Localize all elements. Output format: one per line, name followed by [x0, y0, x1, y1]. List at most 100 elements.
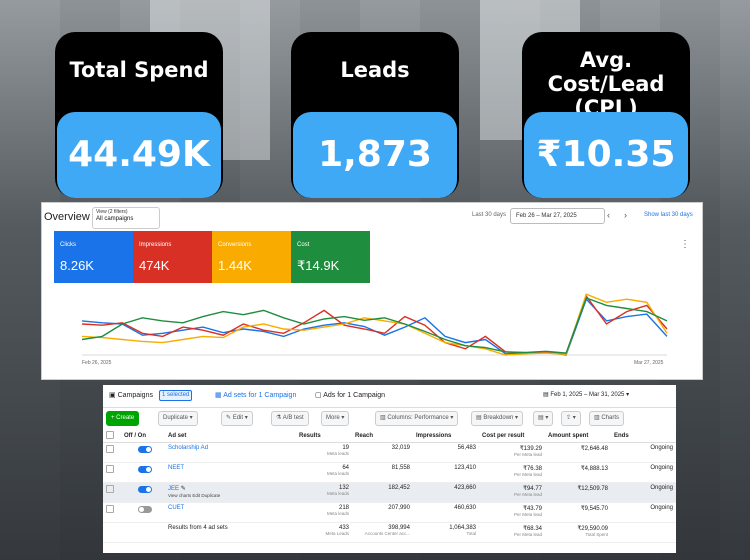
- metric-label: Conversions: [218, 242, 252, 248]
- metric-card-cost[interactable]: Cost ₹14.9K: [291, 231, 370, 283]
- cpr-sub: Per Meta lead: [513, 512, 542, 517]
- metric-card-clicks[interactable]: Clicks 8.26K: [54, 231, 133, 283]
- metric-card-conversions[interactable]: Conversions 1.44K: [212, 231, 291, 283]
- metric-label: Impressions: [139, 242, 172, 248]
- edit-button[interactable]: ✎ Edit ▾: [221, 411, 253, 426]
- total-spent-sub: Total Spent: [585, 532, 608, 537]
- reach-value: 32,019: [352, 442, 413, 463]
- total-reach-sub: Accounts Center acc...: [364, 531, 410, 536]
- adset-toggle[interactable]: [138, 486, 152, 493]
- cpr-value: ₹76.38: [523, 466, 542, 472]
- kpi-title: Leads: [340, 58, 410, 82]
- adset-name[interactable]: Scholarship Ad: [165, 442, 296, 463]
- spent-value: ₹4,888.13: [545, 462, 611, 483]
- tab-adsets[interactable]: ▦ Ad sets for 1 Campaign: [215, 392, 297, 399]
- metric-value: ₹14.9K: [297, 258, 340, 273]
- row-checkbox[interactable]: [106, 445, 114, 453]
- reach-value: 182,452: [352, 482, 413, 503]
- row-checkbox[interactable]: [106, 485, 114, 493]
- adset-name[interactable]: CUET: [165, 502, 296, 523]
- tab-campaigns[interactable]: ▣ Campaigns: [109, 392, 153, 399]
- adset-toggle[interactable]: [138, 506, 152, 513]
- create-button[interactable]: + Create: [106, 411, 140, 426]
- more-options-icon[interactable]: ⋮: [680, 239, 690, 250]
- col-results[interactable]: Results: [296, 430, 352, 443]
- spent-value: ₹9,545.70: [545, 502, 611, 523]
- table-row[interactable]: Scholarship Ad 19 Meta leads 32,019 56,48…: [103, 442, 676, 463]
- results-value: 19: [342, 445, 349, 451]
- select-all-checkbox[interactable]: [106, 431, 114, 439]
- date-range-select[interactable]: Feb 26 – Mar 27, 2025: [510, 208, 605, 224]
- kpi-leads: Leads 1,873: [291, 32, 459, 198]
- columns-button[interactable]: ▥ Columns: Performance ▾: [375, 411, 459, 426]
- next-period-icon[interactable]: ›: [624, 210, 627, 220]
- duplicate-button[interactable]: Duplicate ▾: [158, 411, 198, 426]
- reach-value: 207,990: [352, 502, 413, 523]
- prev-period-icon[interactable]: ‹: [607, 210, 610, 220]
- cpr-sub: Per Meta lead: [513, 472, 542, 477]
- metric-card-impressions[interactable]: Impressions 474K: [133, 231, 212, 283]
- adset-name[interactable]: NEET: [165, 462, 296, 483]
- row-actions[interactable]: View charts Edit Duplicate: [168, 493, 221, 498]
- x-axis-end-label: Mar 27, 2025: [634, 360, 664, 366]
- kpi-avg-cpl: Avg. Cost/Lead (CPL) ₹10.35: [522, 32, 690, 198]
- view-filter-value: All campaigns: [96, 216, 134, 222]
- show-last-30-days-link[interactable]: Show last 30 days: [644, 212, 693, 218]
- overview-line-chart: [81, 293, 668, 356]
- kpi-title: Avg. Cost/Lead (CPL): [547, 48, 665, 120]
- table-row[interactable]: JEE ✎ View charts Edit Duplicate 132 Meta …: [103, 482, 676, 503]
- spent-value: ₹12,509.78: [545, 482, 611, 503]
- col-impressions[interactable]: Impressions: [413, 430, 479, 443]
- metric-label: Cost: [297, 242, 310, 248]
- selected-badge[interactable]: 1 selected: [159, 390, 193, 401]
- date-range-select[interactable]: ▤ Feb 1, 2025 – Mar 31, 2025 ▾: [543, 392, 630, 398]
- metric-value: 1.44K: [218, 258, 252, 273]
- adsets-table: Off / On Ad set Results Reach Impression…: [103, 430, 676, 543]
- col-cost-per-result[interactable]: Cost per result: [479, 430, 545, 443]
- results-sub: Meta leads: [326, 491, 349, 496]
- edit-pencil-icon[interactable]: ✎: [180, 486, 186, 492]
- export-icon[interactable]: ⇪ ▾: [561, 411, 581, 426]
- ends-value: Ongoing: [611, 502, 676, 523]
- col-off-on[interactable]: Off / On: [121, 430, 165, 443]
- col-amount-spent[interactable]: Amount spent: [545, 430, 611, 443]
- button-label: Charts: [601, 415, 620, 421]
- overview-title: Overview: [44, 211, 90, 223]
- total-impressions: 1,064,383: [449, 525, 476, 531]
- adset-toggle[interactable]: [138, 446, 152, 453]
- results-value: 64: [342, 465, 349, 471]
- tab-label: Ad sets for 1 Campaign: [223, 392, 297, 399]
- reports-icon[interactable]: ▤ ▾: [533, 411, 554, 426]
- button-label: Duplicate: [163, 415, 189, 421]
- cpr-sub: Per Meta lead: [513, 452, 542, 457]
- kpi-title: Total Spend: [69, 58, 209, 82]
- table-row[interactable]: NEET 64 Meta leads 81,558 123,410 ₹76.38 P…: [103, 462, 676, 483]
- kpi-total-spend: Total Spend 44.49K: [55, 32, 223, 198]
- impressions-value: 56,483: [413, 442, 479, 463]
- cpr-value: ₹94.77: [523, 486, 542, 492]
- total-results: 433: [338, 525, 349, 531]
- col-reach[interactable]: Reach: [352, 430, 413, 443]
- results-sub: Meta leads: [326, 471, 349, 476]
- impressions-value: 460,630: [413, 502, 479, 523]
- ab-test-button[interactable]: ⚗ A/B test: [271, 411, 309, 426]
- results-sub: Meta leads: [326, 511, 349, 516]
- total-impressions-sub: Total: [466, 531, 476, 536]
- ends-value: Ongoing: [611, 482, 676, 503]
- col-ad-set[interactable]: Ad set: [165, 430, 296, 443]
- ends-value: Ongoing: [611, 462, 676, 483]
- more-button[interactable]: More ▾: [321, 411, 350, 426]
- adset-name[interactable]: JEE: [168, 486, 180, 492]
- row-checkbox[interactable]: [106, 465, 114, 473]
- totals-label: Results from 4 ad sets: [165, 522, 296, 543]
- view-filter-button[interactable]: View (2 filters) All campaigns: [92, 207, 160, 229]
- series-line-impressions: [81, 294, 668, 355]
- adset-toggle[interactable]: [138, 466, 152, 473]
- kpi-value: 1,873: [293, 112, 457, 198]
- tab-ads[interactable]: ▢ Ads for 1 Campaign: [315, 392, 386, 399]
- row-checkbox[interactable]: [106, 505, 114, 513]
- col-ends[interactable]: Ends: [611, 430, 676, 443]
- charts-button[interactable]: ▥ Charts: [589, 411, 625, 426]
- table-row[interactable]: CUET 218 Meta leads 207,990 460,630 ₹43.7…: [103, 502, 676, 523]
- breakdown-button[interactable]: ▤ Breakdown ▾: [471, 411, 524, 426]
